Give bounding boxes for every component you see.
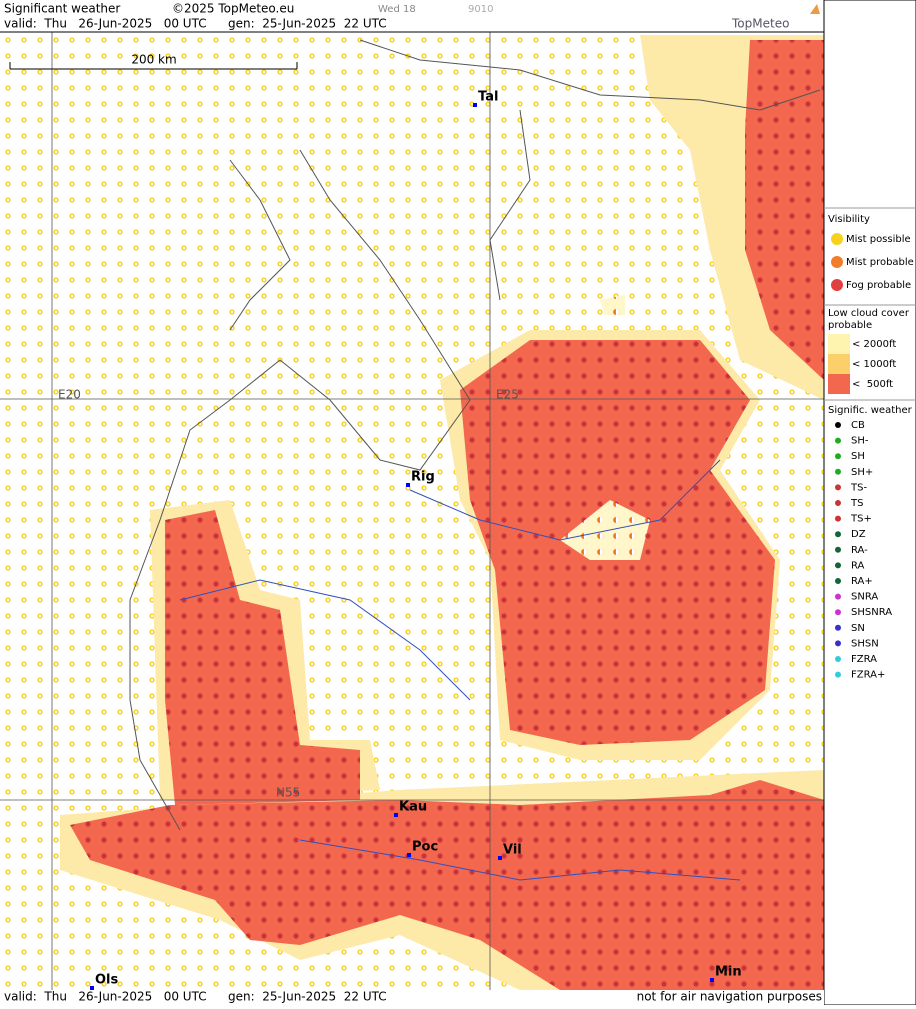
copyright: ©2025 TopMeteo.eu (172, 2, 294, 16)
legend-title: Visibility (828, 214, 870, 225)
city-label: Poc (412, 840, 438, 855)
code: 9010 (468, 4, 493, 15)
footer-generated: gen: 25-Jun-2025 22 UTC (228, 990, 387, 1004)
legend-icon (835, 656, 841, 662)
city-marker (406, 483, 410, 487)
legend-icon (835, 546, 841, 553)
legend-icon (831, 279, 843, 291)
city-label: Rig (411, 470, 435, 485)
legend-item: Fog probable (846, 280, 911, 291)
legend-item: Mist probable (846, 257, 914, 268)
fog-areas (60, 35, 824, 990)
brand: TopMeteo (731, 17, 789, 31)
legend-title: Low cloud cover (828, 308, 910, 319)
legend-item: < 500ft (852, 379, 893, 390)
legend-item: < 2000ft (852, 339, 896, 350)
legend-icon (835, 609, 841, 616)
legend-item: TS+ (850, 514, 872, 525)
legend-title: Signific. weather (828, 405, 913, 416)
grid-label: E20 (58, 388, 81, 402)
footer-valid: valid: Thu 26-Jun-2025 00 UTC (4, 990, 207, 1004)
legend-swatch (828, 334, 850, 354)
coastlines (129, 39, 821, 831)
legend-item: SNRA (851, 592, 878, 603)
legend-icon (831, 233, 843, 245)
legend-title: probable (828, 320, 872, 331)
legend-icon (835, 531, 841, 538)
grid (0, 32, 824, 990)
city-label: Vil (503, 843, 522, 858)
legend-item: FZRA+ (851, 670, 885, 681)
legend-item: < 1000ft (852, 359, 896, 370)
city-marker (407, 853, 411, 857)
scale-label: 200 km (131, 53, 176, 67)
legend-icon (835, 422, 841, 428)
legend-item: RA+ (851, 576, 873, 587)
legend-item: RA (851, 560, 865, 571)
footer-note: not for air navigation purposes (637, 990, 822, 1004)
grid-label: E25 (496, 388, 519, 402)
legend-swatch (828, 354, 850, 374)
valid: valid: Thu 26-Jun-2025 00 UTC (4, 17, 207, 31)
legend-icon (835, 562, 841, 569)
legend-swatch (828, 374, 850, 394)
grid-label: N55 (276, 786, 300, 800)
city-label: Ols (95, 973, 119, 988)
generated: gen: 25-Jun-2025 22 UTC (228, 17, 387, 31)
city-marker (498, 856, 502, 860)
legend-icon (835, 484, 841, 491)
legend-item: RA- (851, 545, 868, 556)
legend-icon (835, 515, 841, 522)
legend-item: SH+ (851, 467, 873, 478)
legend-item: SH- (851, 436, 869, 447)
header (0, 0, 824, 32)
city-label: Min (715, 965, 742, 980)
legend-item: TS- (850, 482, 867, 493)
city-marker (90, 986, 94, 990)
legend-icon (835, 500, 841, 506)
day: Wed 18 (378, 4, 416, 15)
legend-item: FZRA (851, 654, 877, 665)
legend-icon (835, 593, 841, 600)
legend-icon (835, 468, 841, 475)
legend-item: SHSNRA (851, 607, 892, 618)
legend-item: SN (851, 623, 865, 634)
legend-icon (835, 624, 841, 631)
legend-item: TS (850, 498, 863, 509)
footer (0, 990, 824, 1005)
city-marker (473, 103, 477, 107)
legend-icon (835, 437, 841, 444)
legend-icon (835, 671, 841, 678)
scale-bar (9, 62, 298, 70)
title: Significant weather (4, 2, 120, 16)
legend-icon (835, 578, 841, 584)
legend-icon (835, 453, 841, 460)
legend-icon (835, 640, 841, 647)
legend-item: CB (851, 420, 865, 431)
legend-item: DZ (851, 529, 866, 540)
rivers (179, 459, 741, 881)
logo (810, 4, 820, 14)
legend-item: Mist possible (846, 234, 911, 245)
legend-icon (831, 256, 843, 268)
city-label: Tal (478, 90, 498, 105)
city-marker (394, 813, 398, 817)
legend-item: SH (851, 451, 865, 462)
city-marker (710, 978, 714, 982)
city-label: Kau (399, 800, 427, 815)
legend-item: SHSN (851, 638, 879, 649)
